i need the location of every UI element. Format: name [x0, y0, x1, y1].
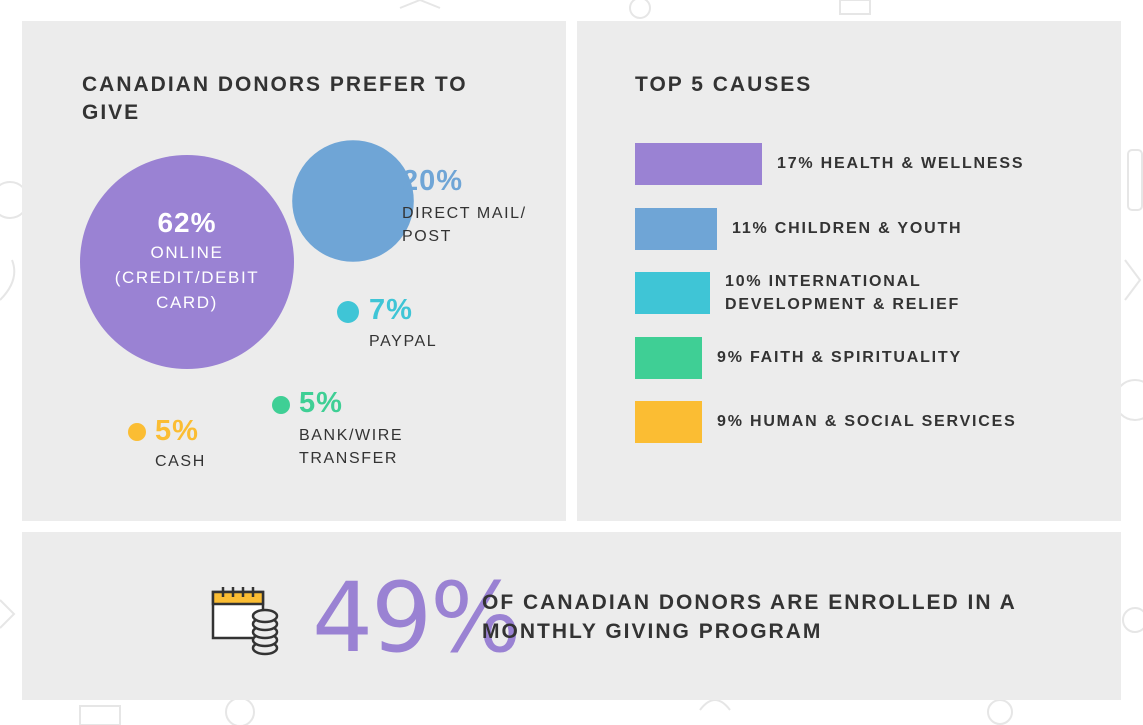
bank-wire-bubble [272, 396, 290, 414]
cause-bar-label: 11% CHILDREN & YOUTH [732, 220, 963, 237]
cause-bar [635, 208, 717, 250]
cause-bar-label: 9% HUMAN & SOCIAL SERVICES [717, 413, 1017, 430]
monthly-giving-text: OF CANADIAN DONORS ARE ENROLLED IN A MON… [482, 591, 1016, 643]
direct-mail-bubble [292, 140, 414, 262]
calendar-coins-icon [211, 587, 279, 656]
cause-bar-label: 9% FAITH & SPIRITUALITY [717, 349, 962, 366]
direct-mail-label: DIRECT MAIL/ POST [402, 205, 527, 245]
bank-wire-percent: 5% [299, 387, 343, 419]
cash-bubble [128, 423, 146, 441]
cause-bar [635, 143, 762, 185]
paypal-label: PAYPAL [369, 333, 438, 350]
direct-mail-percent: 20% [402, 165, 464, 197]
monthly-giving-panel: 49% OF CANADIAN DONORS ARE ENROLLED IN A… [22, 532, 1121, 700]
online-bubble-text: 62% ONLINE (CREDIT/DEBIT CARD) [104, 206, 270, 315]
online-percent: 62% [157, 207, 217, 238]
cause-bar-label: 17% HEALTH & WELLNESS [777, 155, 1025, 172]
cause-bar-label: 10% INTERNATIONAL DEVELOPMENT & RELIEF [725, 273, 961, 313]
cause-bar [635, 272, 710, 314]
cash-label: CASH [155, 453, 206, 470]
top-causes-panel: TOP 5 CAUSES 17% HEALTH & WELLNESS 11% CH… [577, 21, 1121, 521]
giving-methods-title: CANADIAN DONORS PREFER TO GIVE [82, 73, 468, 124]
top-causes-title: TOP 5 CAUSES [635, 73, 813, 96]
cause-bar [635, 401, 702, 443]
cause-bar [635, 337, 702, 379]
giving-methods-panel: CANADIAN DONORS PREFER TO GIVE 62% ONLIN… [22, 21, 566, 521]
online-label: ONLINE (CREDIT/DEBIT CARD) [114, 243, 260, 312]
giving-methods-bubbles [80, 140, 414, 441]
cash-percent: 5% [155, 415, 199, 447]
paypal-bubble [337, 301, 359, 323]
paypal-percent: 7% [369, 294, 413, 326]
bank-wire-label: BANK/WIRE TRANSFER [299, 427, 404, 467]
online-bubble [80, 155, 294, 369]
monthly-giving-percent: 49% [312, 562, 521, 674]
